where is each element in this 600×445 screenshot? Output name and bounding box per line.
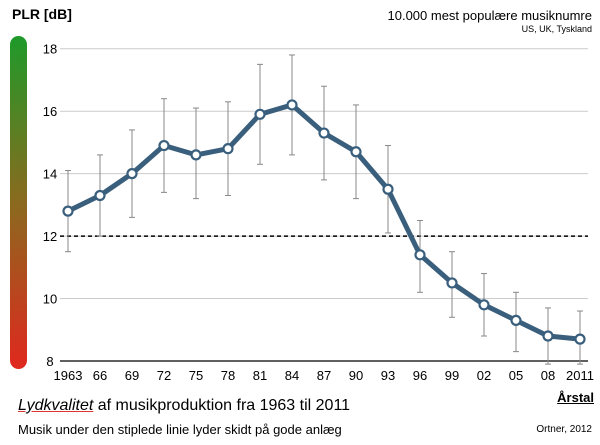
- x-tick-90: 90: [349, 368, 363, 383]
- x-tick-08: 08: [541, 368, 555, 383]
- x-tick-78: 78: [221, 368, 235, 383]
- data-point-84: [286, 99, 298, 111]
- x-tick-1963: 1963: [54, 368, 83, 383]
- data-point-1963: [62, 205, 74, 217]
- data-point-75: [190, 149, 202, 161]
- x-tick-84: 84: [285, 368, 299, 383]
- data-point-66: [94, 189, 106, 202]
- y-tick-18: 18: [43, 42, 57, 57]
- data-points: [62, 99, 586, 345]
- x-tick-93: 93: [381, 368, 395, 383]
- x-tick-66: 66: [93, 368, 107, 383]
- caption-rest: af musikproduktion fra 1963 til 2011: [93, 397, 351, 414]
- y-axis-label: PLR [dB]: [12, 6, 72, 22]
- x-tick-labels: 1963 66 69 72 75 78 81 84 87 90 93 96 99 02 05 08 2011: [54, 368, 594, 383]
- chart-subtitle-region: US, UK, Tyskland: [521, 24, 592, 34]
- credit: Ortner, 2012: [536, 424, 592, 435]
- data-point-81: [254, 108, 266, 120]
- y-tick-12: 12: [43, 229, 57, 244]
- data-point-90: [350, 146, 362, 158]
- quality-color-scale: [10, 36, 27, 369]
- data-point-72: [158, 139, 170, 152]
- data-point-87: [318, 127, 330, 139]
- x-tick-87: 87: [317, 368, 331, 383]
- data-point-2011: [574, 333, 586, 345]
- data-point-05: [510, 314, 522, 327]
- data-point-02: [478, 299, 490, 311]
- data-point-93: [382, 183, 394, 195]
- x-tick-02: 02: [477, 368, 491, 383]
- x-tick-72: 72: [157, 368, 171, 383]
- y-tick-labels: 8 10 12 14 16 18: [43, 42, 57, 369]
- x-tick-81: 81: [253, 368, 267, 383]
- x-tick-05: 05: [509, 368, 523, 383]
- data-point-69: [126, 168, 138, 180]
- y-tick-8: 8: [46, 354, 53, 369]
- x-tick-75: 75: [189, 368, 203, 383]
- y-tick-10: 10: [43, 292, 57, 307]
- x-tick-69: 69: [125, 368, 139, 383]
- caption-italic: Lydkvalitet: [18, 397, 94, 414]
- y-tick-14: 14: [43, 167, 57, 182]
- data-point-96: [414, 249, 426, 261]
- data-point-99: [446, 277, 458, 289]
- x-axis-label: Årstal: [557, 390, 594, 405]
- chart-subtitle: 10.000 mest populære musiknumre: [387, 8, 593, 23]
- data-point-08: [542, 330, 554, 342]
- data-point-78: [222, 143, 234, 155]
- x-tick-99: 99: [445, 368, 459, 383]
- caption: Lydkvalitet af musikproduktion fra 1963 …: [18, 397, 350, 415]
- caption-note: Musik under den stiplede linie lyder ski…: [18, 422, 342, 437]
- x-tick-2011: 2011: [566, 368, 594, 383]
- y-tick-16: 16: [43, 104, 57, 119]
- x-tick-96: 96: [413, 368, 427, 383]
